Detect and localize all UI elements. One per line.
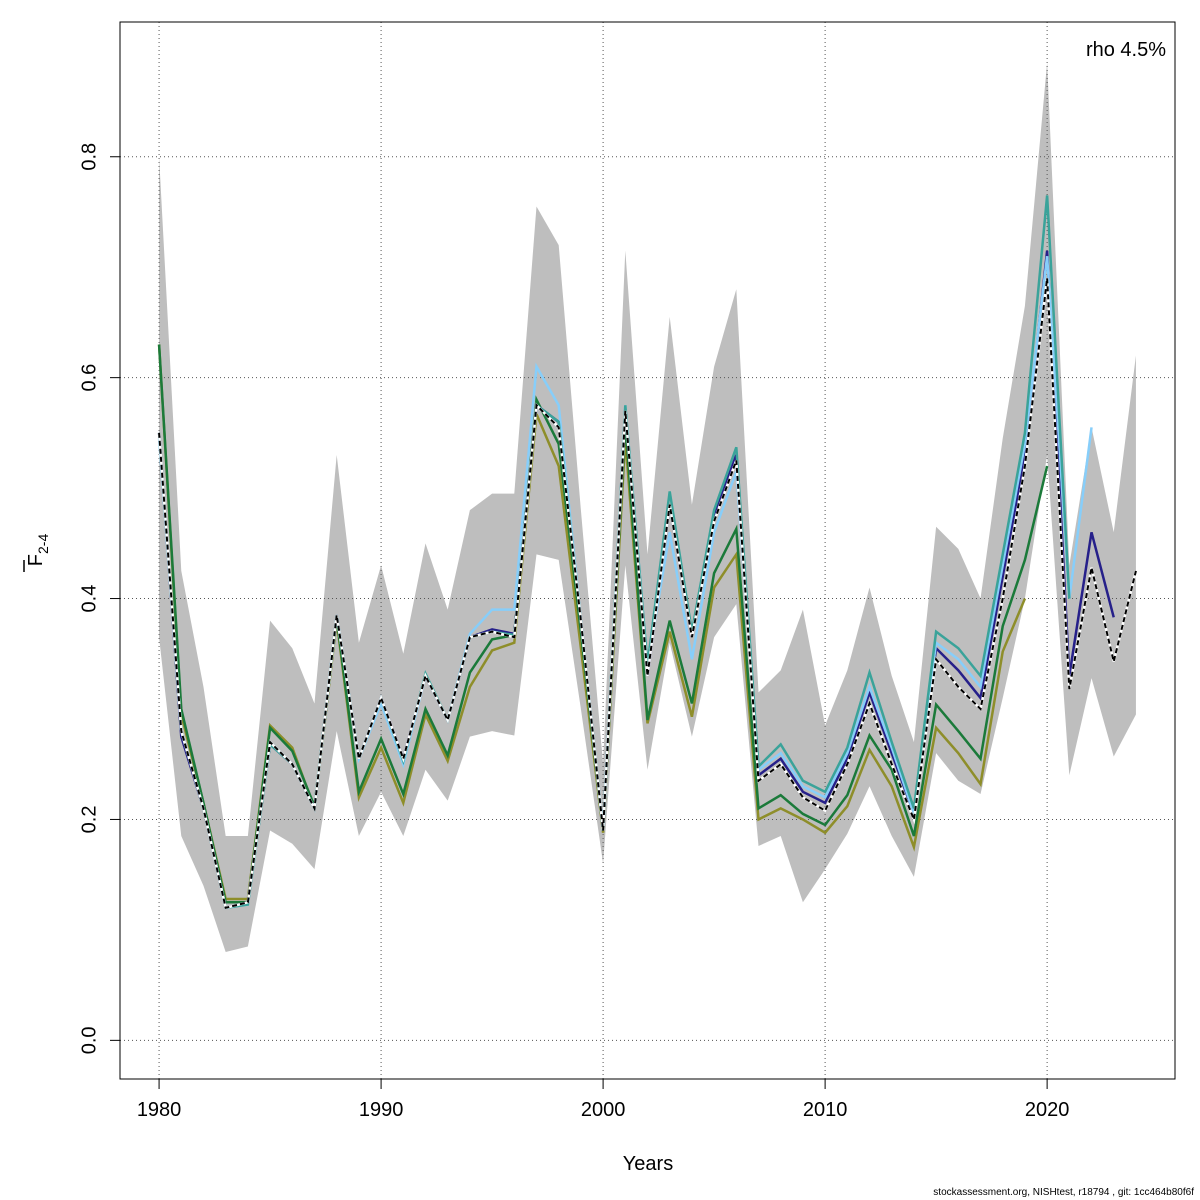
y-label-main: F <box>25 554 47 566</box>
annotation: rho 4.5% <box>1086 39 1166 61</box>
series-line <box>158 278 1137 910</box>
plot-area <box>120 22 1175 1079</box>
y-tick-label: 0.0 <box>78 1026 100 1054</box>
confidence-band <box>159 62 1136 952</box>
y-tick-label: 0.6 <box>78 364 100 392</box>
x-tick-label: 2000 <box>581 1099 626 1121</box>
y-axis-label-text: F2-4 <box>25 534 51 567</box>
x-axis-label: Years <box>623 1153 673 1175</box>
plot-frame <box>119 21 1176 1080</box>
y-label-sub: 2-4 <box>35 534 51 554</box>
x-tick-label: 2020 <box>1025 1099 1070 1121</box>
x-tick-label: 1980 <box>137 1099 182 1121</box>
x-tick-label: 2010 <box>803 1099 848 1121</box>
footer: stockassessment.org, NISHtest, r18794 , … <box>933 1187 1194 1198</box>
y-tick-label: 0.2 <box>78 806 100 834</box>
y-tick-label: 0.4 <box>78 585 100 613</box>
x-tick-label: 1990 <box>359 1099 404 1121</box>
y-tick-label: 0.8 <box>78 143 100 171</box>
y-axis-label: F2-4 <box>23 534 51 572</box>
